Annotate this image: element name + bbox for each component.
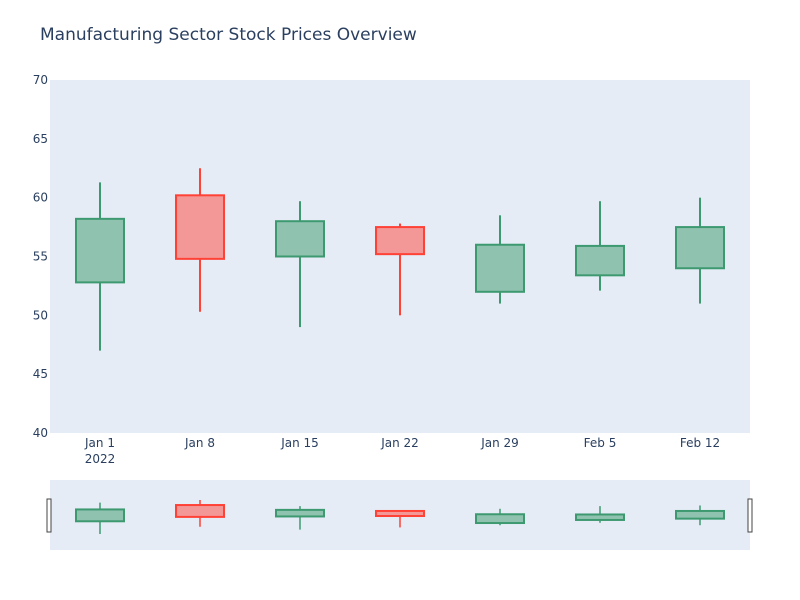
slider-candle-body (375, 509, 425, 518)
x-axis: Jan 1 2022 Jan 8 Jan 15 Jan 22 Jan 29 Feb 5 Feb… (84, 436, 720, 466)
candle-body (175, 194, 225, 260)
x-tick-label: Jan 29 (480, 436, 519, 450)
y-tick-label: 50 (33, 308, 48, 322)
candle[interactable] (275, 201, 325, 328)
y-tick-label: 70 (33, 73, 48, 87)
candle[interactable] (475, 215, 525, 304)
x-tick-label: Jan 1 (84, 436, 115, 450)
x-tick-label: Feb 5 (584, 436, 617, 450)
candle-body (475, 243, 525, 293)
candle-body (375, 226, 425, 256)
y-tick-label: 65 (33, 132, 48, 146)
y-tick-label: 55 (33, 250, 48, 264)
candle-body (575, 244, 625, 277)
candle-body (275, 220, 325, 258)
candle[interactable] (675, 197, 725, 304)
slider-candle (475, 508, 525, 526)
candles-group (75, 168, 725, 351)
slider-candle (575, 506, 625, 523)
x-tick-label: Feb 12 (680, 436, 720, 450)
y-tick-label: 60 (33, 191, 48, 205)
range-slider-candles (75, 500, 725, 534)
slider-candle-body (75, 508, 125, 523)
candle[interactable] (575, 201, 625, 291)
x-tick-label: Jan 15 (280, 436, 319, 450)
slider-candle (175, 500, 225, 527)
slider-candle-body (675, 509, 725, 520)
candle-body (75, 217, 125, 284)
y-tick-label: 45 (33, 367, 48, 381)
slider-candle (675, 505, 725, 526)
slider-candle (275, 506, 325, 530)
range-slider-right-handle[interactable] (747, 498, 753, 533)
slider-candle-body (175, 504, 225, 518)
chart-title: Manufacturing Sector Stock Prices Overvi… (40, 25, 417, 45)
x-tick-label: Jan 22 (380, 436, 419, 450)
slider-candle-body (475, 513, 525, 525)
candle[interactable] (375, 223, 425, 316)
slider-candle (75, 502, 125, 534)
y-axis: 40 45 50 55 60 65 70 (33, 73, 48, 440)
x-tick-sublabel: 2022 (85, 452, 116, 466)
slider-candle-body (275, 508, 325, 518)
range-slider-left-handle[interactable] (46, 498, 52, 533)
x-tick-label: Jan 8 (184, 436, 215, 450)
candle[interactable] (175, 168, 225, 312)
slider-candle (375, 509, 425, 528)
candle-body (675, 226, 725, 270)
candle[interactable] (75, 182, 125, 351)
slider-candle-body (575, 513, 625, 521)
y-tick-label: 40 (33, 426, 48, 440)
